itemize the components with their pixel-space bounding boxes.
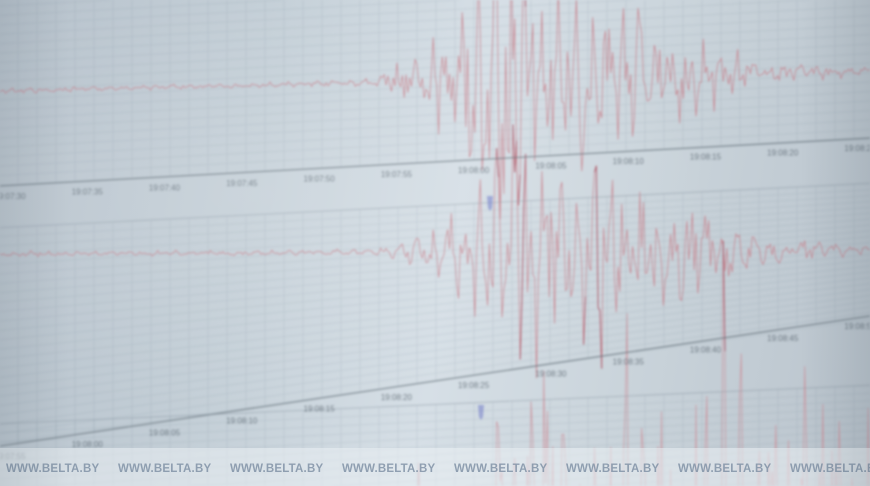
svg-text:19:07:35: 19:07:35: [72, 188, 104, 197]
svg-text:19:08:10: 19:08:10: [226, 417, 258, 426]
svg-text:19:07:50: 19:07:50: [304, 175, 336, 184]
svg-text:19:08:30: 19:08:30: [535, 369, 567, 378]
svg-text:19:08:15: 19:08:15: [304, 405, 336, 414]
svg-text:19:08:15: 19:08:15: [690, 153, 722, 162]
svg-text:19:08:25: 19:08:25: [458, 381, 490, 390]
svg-text:19:08:20: 19:08:20: [381, 393, 413, 402]
svg-text:19:08:05: 19:08:05: [535, 162, 567, 171]
svg-text:19:08:00: 19:08:00: [458, 166, 490, 175]
svg-text:19:07:40: 19:07:40: [149, 183, 181, 192]
svg-text:19:07:55: 19:07:55: [381, 170, 413, 179]
svg-text:19:08:35: 19:08:35: [613, 358, 645, 367]
svg-text:19:08:20: 19:08:20: [767, 148, 799, 157]
svg-text:19:08:45: 19:08:45: [767, 334, 799, 343]
svg-text:19:08:50: 19:08:50: [844, 322, 870, 331]
svg-text:19:07:30: 19:07:30: [0, 192, 26, 201]
svg-text:19:08:40: 19:08:40: [690, 346, 722, 355]
svg-text:19:07:45: 19:07:45: [226, 179, 258, 188]
svg-text:19:08:05: 19:08:05: [149, 428, 181, 437]
svg-text:19:08:10: 19:08:10: [613, 157, 645, 166]
svg-text:19:08:25: 19:08:25: [844, 144, 870, 153]
